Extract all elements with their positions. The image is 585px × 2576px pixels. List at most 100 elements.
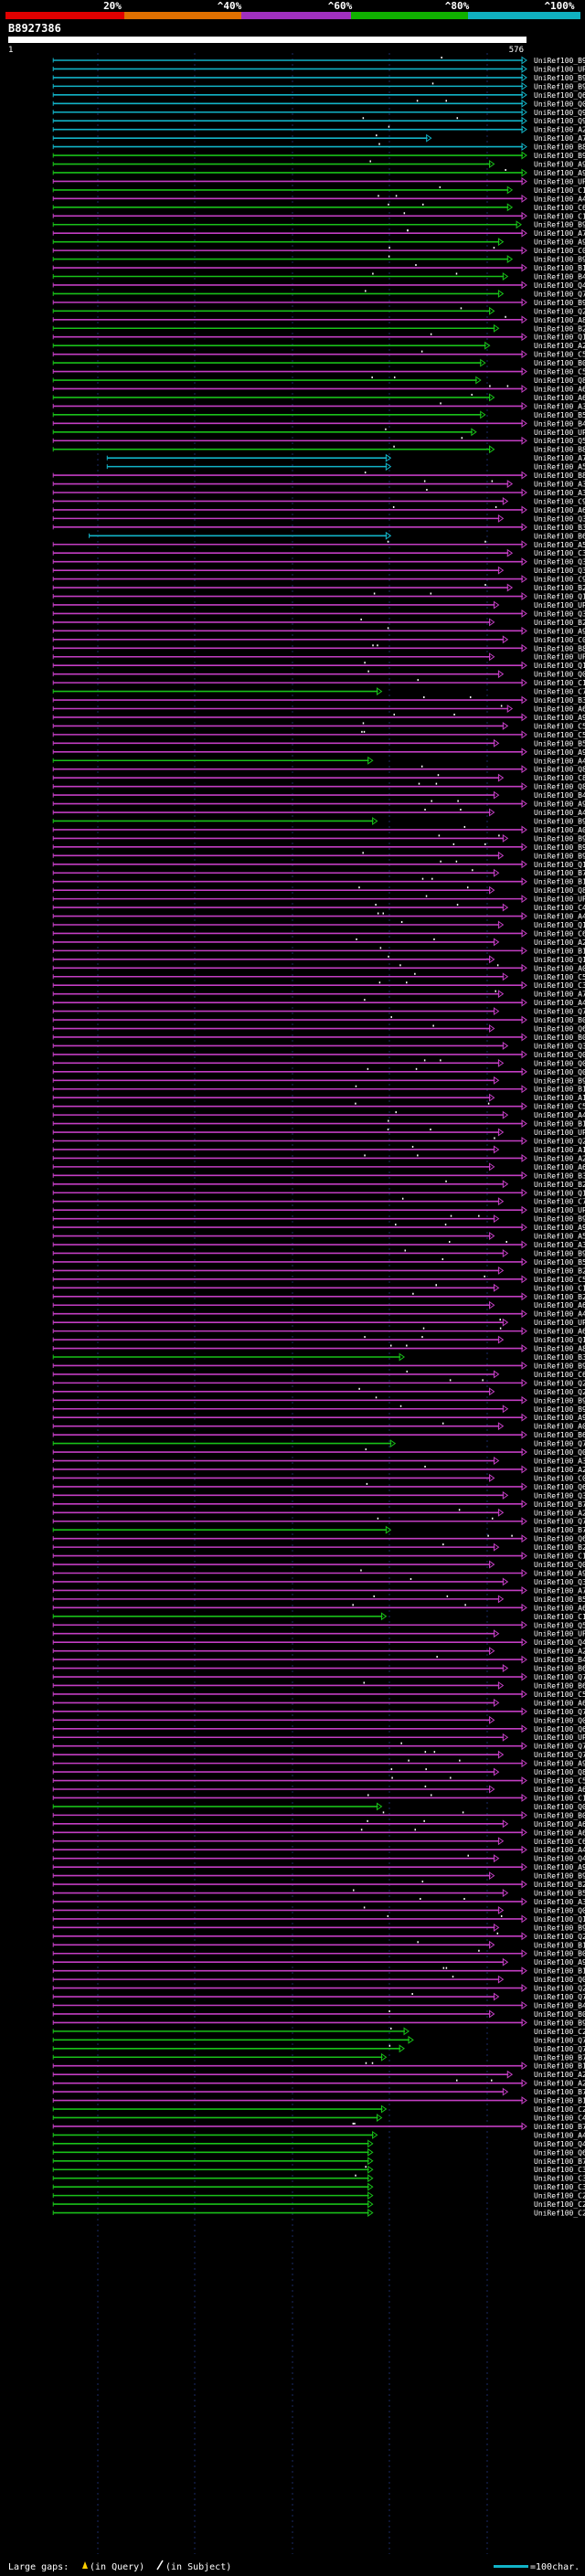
hit-label[interactable]: UniRef100_A3RXC2	[534, 1898, 585, 1906]
hit-label[interactable]: UniRef100_B7J6L3	[534, 2157, 585, 2166]
hit-label[interactable]: UniRef100_A2XKU4	[534, 342, 585, 350]
hit-label[interactable]: UniRef100_Q1QKC2	[534, 334, 585, 342]
hit-label[interactable]: UniRef100_A3VUU8	[534, 1241, 585, 1249]
hit-label[interactable]: UniRef100_B9S0F9	[534, 843, 585, 852]
hit-label[interactable]: UniRef100_B9P2B7	[534, 1405, 585, 1414]
hit-label[interactable]: UniRef100_C1E1K2	[534, 679, 585, 687]
hit-label[interactable]: UniRef100_A3TMA9	[534, 402, 585, 410]
hit-label[interactable]: UniRef100_A0YW70	[534, 826, 585, 834]
hit-label[interactable]: UniRef100_A4Z1B2	[534, 809, 585, 817]
hit-label[interactable]: UniRef100_Q8VWR9	[534, 766, 585, 774]
hit-label[interactable]: UniRef100_A9AC30	[534, 800, 585, 809]
hit-label[interactable]: UniRef100_B9KV09	[534, 1872, 585, 1881]
hit-label[interactable]: UniRef100_Q7VHF7	[534, 1708, 585, 1716]
hit-label[interactable]: UniRef100_B3QF86	[534, 1171, 585, 1180]
hit-label[interactable]: UniRef100_B5NTK3	[534, 739, 585, 747]
hit-label[interactable]: UniRef100_A2C805	[534, 938, 585, 947]
hit-label[interactable]: UniRef100_Q01659	[534, 1976, 585, 1984]
hit-label[interactable]: UniRef100_Q2VNT1	[534, 1379, 585, 1387]
hit-label[interactable]: UniRef100_UP1000...	[534, 1630, 585, 1638]
hit-label[interactable]: UniRef100_C9Y1V0	[534, 497, 585, 505]
hit-label[interactable]: UniRef100_A6VP97	[534, 1604, 585, 1612]
hit-label[interactable]: UniRef100_C5VRR3	[534, 731, 585, 739]
hit-label[interactable]: UniRef100_Q0LUU4	[534, 1803, 585, 1811]
hit-label[interactable]: UniRef100_B9ERV5	[534, 852, 585, 860]
hit-label[interactable]: UniRef100_B2T1P1	[534, 1293, 585, 1301]
hit-label[interactable]: UniRef100_B0C3C3	[534, 1811, 585, 1819]
hit-label[interactable]: UniRef100_B9XCQ0	[534, 1924, 585, 1932]
hit-label[interactable]: UniRef100_Q3KYK1	[534, 1042, 585, 1050]
hit-label[interactable]: UniRef100_C5T625	[534, 1691, 585, 1699]
hit-label[interactable]: UniRef100_B9MWM3	[534, 74, 585, 82]
hit-label[interactable]: UniRef100_UP1000...	[534, 65, 585, 73]
hit-label[interactable]: UniRef100_A3VTW0	[534, 481, 585, 489]
hit-label[interactable]: UniRef100_UP1000...	[534, 653, 585, 662]
hit-label[interactable]: UniRef100_C2ZDV7	[534, 2192, 585, 2200]
hit-label[interactable]: UniRef100_C4XQ49	[534, 2114, 585, 2122]
hit-label[interactable]: UniRef100_Q47HY8	[534, 1855, 585, 1863]
hit-label[interactable]: UniRef100_A9RWB4	[534, 169, 585, 177]
hit-label[interactable]: UniRef100_A4VBP5	[534, 913, 585, 921]
hit-label[interactable]: UniRef100_A7IP13	[534, 991, 585, 999]
hit-label[interactable]: UniRef100_A4SBJ6	[534, 1846, 585, 1854]
hit-label[interactable]: UniRef100_A6TAK0	[534, 1328, 585, 1336]
hit-label[interactable]: UniRef100_Q3JU61	[534, 558, 585, 567]
hit-label[interactable]: UniRef100_C9QDB2	[534, 576, 585, 584]
hit-label[interactable]: UniRef100_B2J568	[534, 1267, 585, 1275]
hit-label[interactable]: UniRef100_A9C0R3	[534, 239, 585, 247]
hit-label[interactable]: UniRef100_Q46J01	[534, 1638, 585, 1647]
hit-label[interactable]: UniRef100_Q1G4V7	[534, 1915, 585, 1924]
hit-label[interactable]: UniRef100_C6B148	[534, 1838, 585, 1846]
hit-label[interactable]: UniRef100_A6UQW0	[534, 1820, 585, 1829]
hit-label[interactable]: UniRef100_A3RDD3	[534, 1458, 585, 1466]
hit-label[interactable]: UniRef100_B9BW53	[534, 1076, 585, 1085]
hit-label[interactable]: UniRef100_B1LW11	[534, 1967, 585, 1976]
hit-label[interactable]: UniRef100_B2SD44	[534, 584, 585, 592]
hit-label[interactable]: UniRef100_A4S0F3	[534, 195, 585, 203]
hit-label[interactable]: UniRef100_Q7WBZ1	[534, 1751, 585, 1759]
hit-label[interactable]: UniRef100_Q2QUM0	[534, 307, 585, 315]
hit-label[interactable]: UniRef100_Q1YKJ4	[534, 861, 585, 869]
hit-label[interactable]: UniRef100_A4T8Z7	[534, 1310, 585, 1319]
hit-label[interactable]: UniRef100_B1G3P4	[534, 878, 585, 886]
hit-label[interactable]: UniRef100_B9QNH4	[534, 1249, 585, 1257]
hit-label[interactable]: UniRef100_A7QHF4	[534, 229, 585, 238]
hit-label[interactable]: UniRef100_B6R8X6	[534, 1431, 585, 1439]
hit-label[interactable]: UniRef100_Q1IEF7	[534, 1336, 585, 1344]
hit-label[interactable]: UniRef100_Q63CD9	[534, 2148, 585, 2157]
hit-label[interactable]: UniRef100_Q2L355	[534, 1985, 585, 1993]
hit-label[interactable]: UniRef100_A2BRR8	[534, 1509, 585, 1517]
hit-label[interactable]: UniRef100_B2W6B2	[534, 1543, 585, 1552]
hit-label[interactable]: UniRef100_B0CCI1	[534, 2010, 585, 2019]
hit-label[interactable]: UniRef100_B9EG94	[534, 817, 585, 825]
hit-label[interactable]: UniRef100_A8IMU6	[534, 316, 585, 324]
hit-label[interactable]: UniRef100_C6TEF4	[534, 204, 585, 212]
hit-label[interactable]: UniRef100_Q6G2D7	[534, 1535, 585, 1543]
hit-label[interactable]: UniRef100_Q3SU62	[534, 567, 585, 575]
hit-label[interactable]: UniRef100_A2SLR0	[534, 2080, 585, 2088]
hit-label[interactable]: UniRef100_Q8ZPP0	[534, 783, 585, 791]
hit-label[interactable]: UniRef100_Q4BNG2	[534, 281, 585, 290]
hit-label[interactable]: UniRef100_B9HT50	[534, 834, 585, 843]
hit-label[interactable]: UniRef100_C1EAK5	[534, 212, 585, 220]
hit-label[interactable]: UniRef100_B7WTE7	[534, 1500, 585, 1509]
hit-label[interactable]: UniRef100_A6T9W3	[534, 705, 585, 714]
hit-label[interactable]: UniRef100_A6GPL6	[534, 506, 585, 514]
hit-label[interactable]: UniRef100_A5EBN4	[534, 1233, 585, 1241]
hit-label[interactable]: UniRef100_B1ZMF8	[534, 1941, 585, 1949]
hit-label[interactable]: UniRef100_A7QQB0	[534, 134, 585, 143]
hit-label[interactable]: UniRef100_B7KFE8	[534, 1526, 585, 1534]
hit-label[interactable]: UniRef100_C7QAY9	[534, 688, 585, 696]
hit-label[interactable]: UniRef100_Q9M8L6	[534, 109, 585, 117]
hit-label[interactable]: UniRef100_A9HNE9	[534, 1224, 585, 1232]
hit-label[interactable]: UniRef100_A0KBS0	[534, 964, 585, 972]
hit-label[interactable]: UniRef100_Q1BSN1	[534, 956, 585, 964]
hit-label[interactable]: UniRef100_B4BBD3	[534, 273, 585, 281]
hit-label[interactable]: UniRef100_Q7VA46	[534, 2036, 585, 2044]
hit-label[interactable]: UniRef100_B0BN41	[534, 1950, 585, 1958]
hit-label[interactable]: UniRef100_A2RNP7	[534, 2071, 585, 2079]
hit-label[interactable]: UniRef100_C6AWB8	[534, 1371, 585, 1379]
hit-label[interactable]: UniRef100_B9RVD0	[534, 152, 585, 160]
hit-label[interactable]: UniRef100_C5NHT3	[534, 1103, 585, 1111]
hit-label[interactable]: UniRef100_Q4JWN3	[534, 2140, 585, 2148]
